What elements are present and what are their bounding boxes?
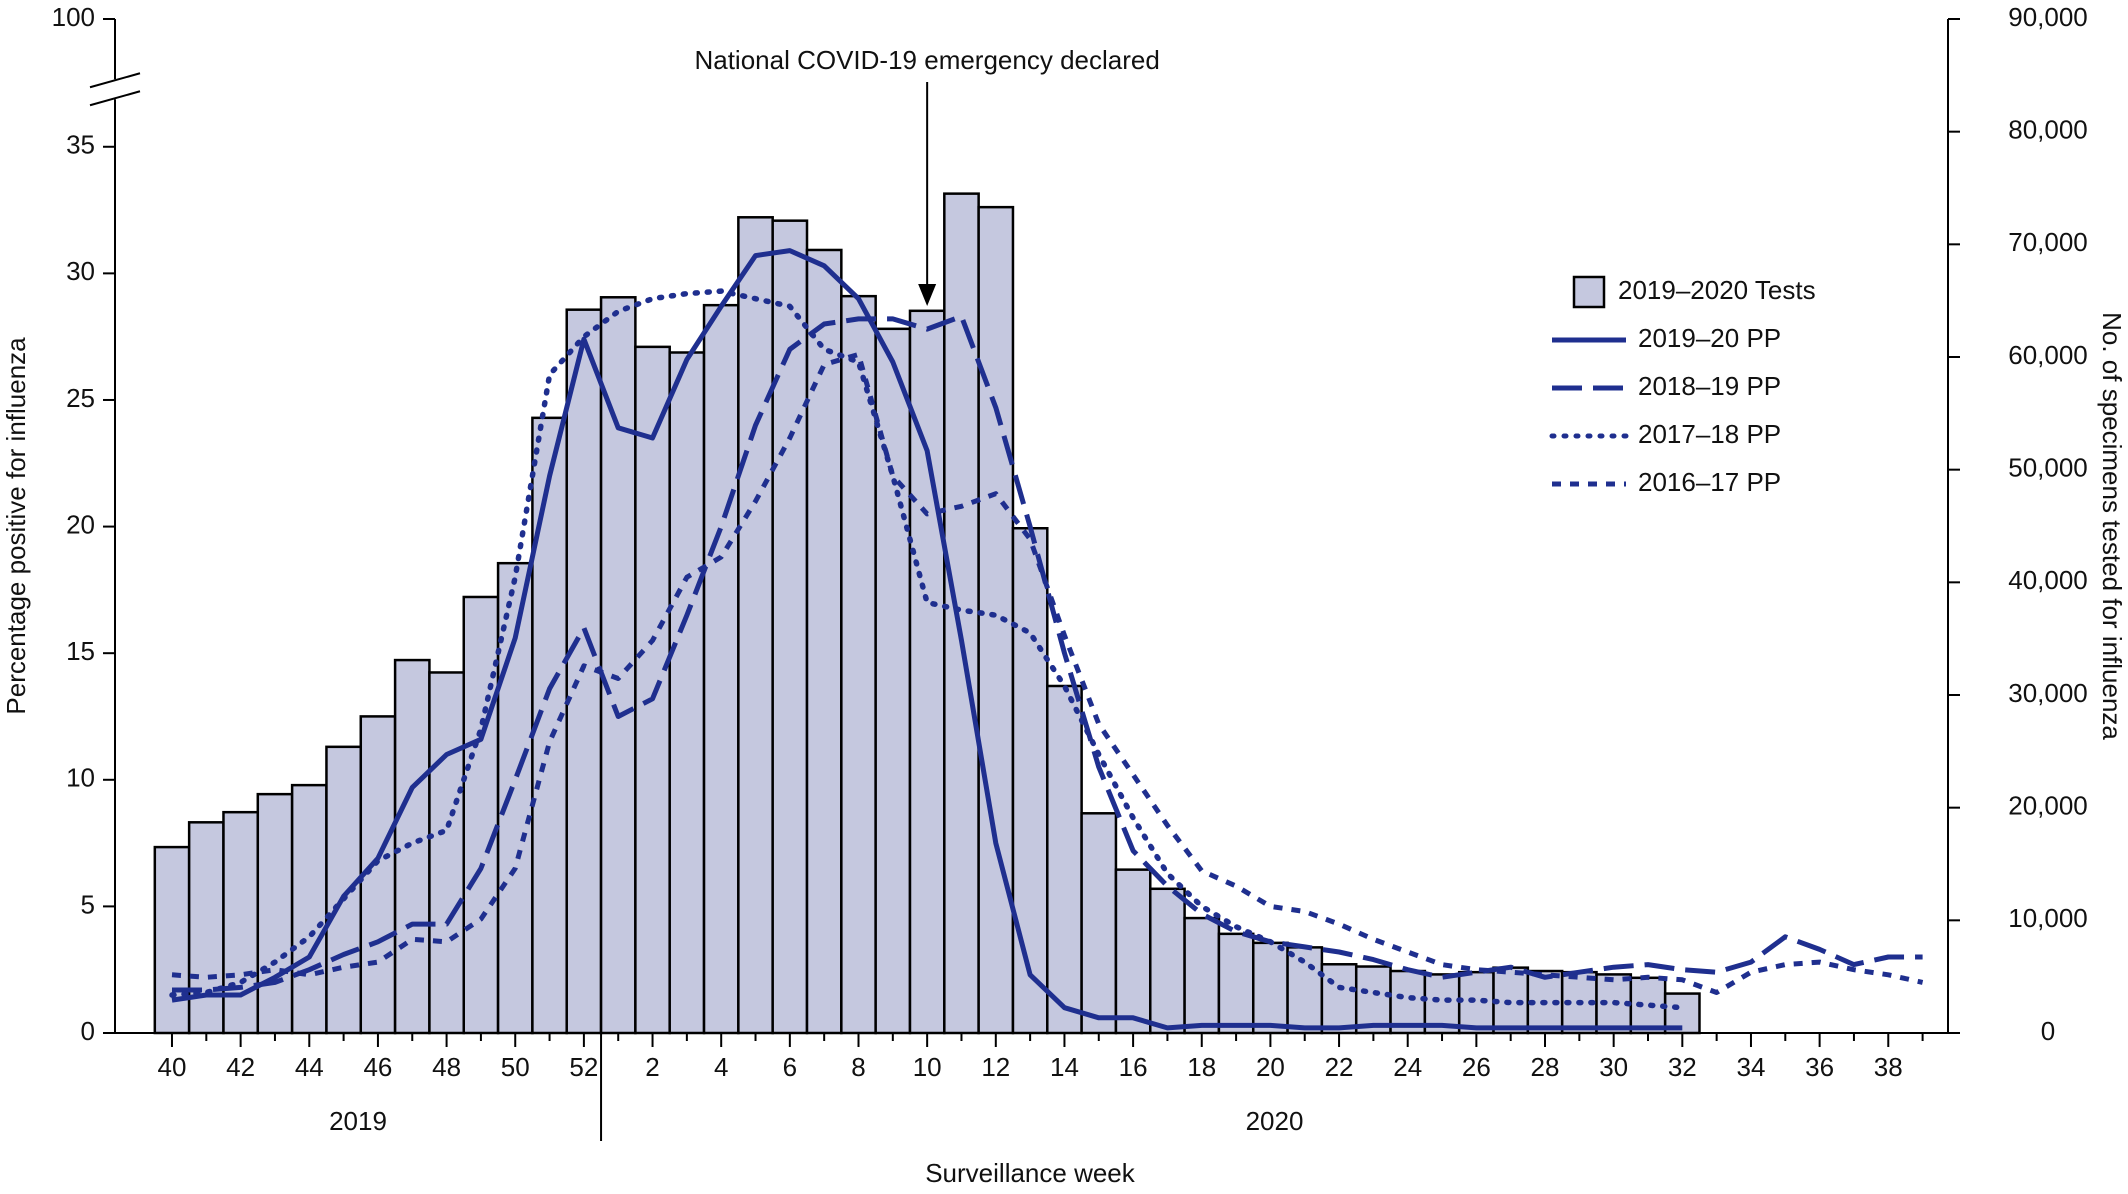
bar (428, 671, 466, 1035)
x-tick-label: 52 (569, 1052, 598, 1082)
bar (737, 216, 774, 1035)
bar (668, 351, 706, 1035)
bar (840, 294, 877, 1035)
bar (153, 845, 191, 1035)
bar (187, 821, 225, 1035)
bar (1251, 941, 1289, 1035)
bar (1183, 916, 1221, 1035)
y2-tick-label: 50,000 (2008, 453, 2088, 483)
bar (1046, 684, 1083, 1035)
period-label: 2019 (329, 1106, 387, 1136)
x-axis-label: Surveillance week (925, 1158, 1136, 1188)
x-tick-label: 46 (363, 1052, 392, 1082)
bar (977, 205, 1015, 1035)
y2-tick-label: 10,000 (2008, 903, 2088, 933)
y-tick-label: 0 (81, 1016, 95, 1046)
x-tick-label: 16 (1119, 1052, 1148, 1082)
bar (256, 792, 294, 1035)
x-tick-label: 22 (1325, 1052, 1354, 1082)
y2-tick-label: 0 (2041, 1016, 2055, 1046)
y2-tick-label: 90,000 (2008, 2, 2088, 32)
bar (1457, 970, 1495, 1035)
bar (1217, 932, 1255, 1035)
bar (634, 345, 671, 1035)
x-tick-label: 2 (645, 1052, 659, 1082)
y2-tick-label: 60,000 (2008, 340, 2088, 370)
axis-break-mark (89, 90, 141, 107)
x-tick-label: 6 (783, 1052, 797, 1082)
y-tick-label: 15 (66, 636, 95, 666)
bar (1011, 527, 1049, 1035)
bar (393, 658, 431, 1035)
y-tick-label: 5 (81, 889, 95, 919)
line-series (171, 248, 1683, 1031)
y-tick-label: 30 (66, 256, 95, 286)
y2-axis-label: No. of specimens tested for influenza (2097, 312, 2127, 740)
bar (222, 810, 260, 1035)
x-tick-label: 34 (1737, 1052, 1766, 1082)
bar (462, 595, 500, 1035)
y-axis-label: Percentage positive for influenza (1, 337, 31, 715)
period-label: 2020 (1246, 1106, 1304, 1136)
x-tick-label: 38 (1874, 1052, 1903, 1082)
x-tick-label: 40 (158, 1052, 187, 1082)
y2-tick-label: 30,000 (2008, 678, 2088, 708)
legend-label: 2018–19 PP (1638, 371, 1781, 401)
x-tick-label: 30 (1599, 1052, 1628, 1082)
line-series (171, 351, 1924, 995)
bar (908, 309, 946, 1035)
legend-label: 2019–2020 Tests (1618, 275, 1816, 305)
x-tick-label: 48 (432, 1052, 461, 1082)
x-tick-label: 12 (981, 1052, 1010, 1082)
y2-tick-label: 40,000 (2008, 565, 2088, 595)
bar (805, 248, 843, 1035)
bar (325, 745, 363, 1035)
bar (1320, 963, 1358, 1035)
x-tick-label: 18 (1187, 1052, 1216, 1082)
bar (1149, 887, 1186, 1035)
x-tick-label: 4 (714, 1052, 728, 1082)
x-tick-label: 36 (1805, 1052, 1834, 1082)
x-tick-label: 50 (501, 1052, 530, 1082)
x-tick-label: 14 (1050, 1052, 1079, 1082)
y2-tick-label: 80,000 (2008, 115, 2088, 145)
x-tick-label: 28 (1531, 1052, 1560, 1082)
legend-label: 2016–17 PP (1638, 467, 1781, 497)
bar (1114, 868, 1152, 1035)
x-tick-label: 24 (1393, 1052, 1422, 1082)
line-series (172, 313, 1923, 993)
y2-tick-label: 20,000 (2008, 791, 2088, 821)
annotation-arrowhead (918, 284, 937, 306)
x-tick-label: 26 (1462, 1052, 1491, 1082)
y-tick-label: 100 (52, 2, 95, 32)
x-tick-label: 10 (913, 1052, 942, 1082)
y-tick-label: 20 (66, 509, 95, 539)
y-tick-label: 10 (66, 763, 95, 793)
y-tick-label: 35 (66, 130, 95, 160)
axis-break-mark (89, 72, 141, 89)
axis-break-gap (90, 79, 140, 100)
bar (1629, 976, 1667, 1035)
annotation-text: National COVID-19 emergency declared (694, 45, 1159, 75)
legend-label: 2019–20 PP (1638, 323, 1781, 353)
bar (771, 219, 809, 1035)
bar (702, 303, 740, 1035)
x-tick-label: 8 (851, 1052, 865, 1082)
legend-swatch (1572, 275, 1606, 309)
y2-tick-label: 70,000 (2008, 227, 2088, 257)
x-tick-label: 44 (295, 1052, 324, 1082)
bar (1080, 812, 1118, 1035)
legend-label: 2017–18 PP (1638, 419, 1781, 449)
x-tick-label: 32 (1668, 1052, 1697, 1082)
bar (290, 783, 328, 1035)
x-tick-label: 20 (1256, 1052, 1285, 1082)
y-tick-label: 25 (66, 383, 95, 413)
x-tick-label: 42 (226, 1052, 255, 1082)
